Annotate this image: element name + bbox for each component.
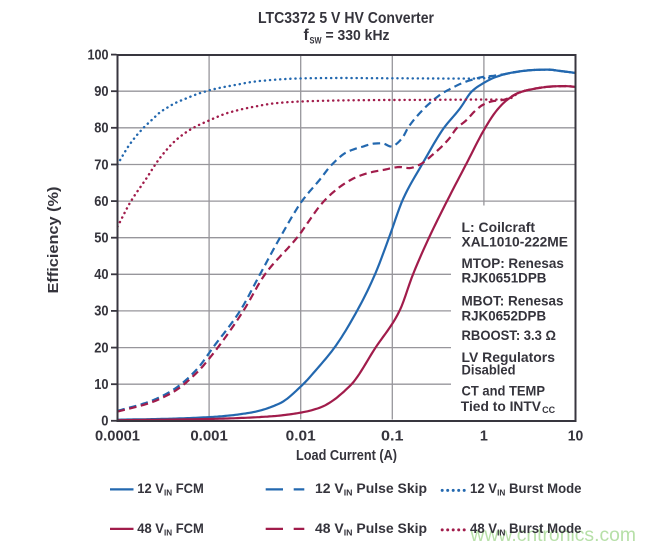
svg-text:20: 20 xyxy=(94,340,108,356)
svg-text:LV Regulators: LV Regulators xyxy=(462,350,556,365)
svg-text:50: 50 xyxy=(94,231,108,247)
svg-text:12 VIN Burst Mode: 12 VIN Burst Mode xyxy=(470,481,582,498)
svg-text:90: 90 xyxy=(94,84,108,100)
svg-text:80: 80 xyxy=(94,121,108,137)
svg-text:0.0001: 0.0001 xyxy=(95,428,140,445)
svg-text:70: 70 xyxy=(94,157,108,173)
svg-text:SW: SW xyxy=(310,36,322,47)
svg-text:LTC3372 5 V HV Converter: LTC3372 5 V HV Converter xyxy=(258,10,434,27)
svg-text:CT and TEMP: CT and TEMP xyxy=(462,383,546,398)
svg-text:= 330 kHz: = 330 kHz xyxy=(326,27,390,44)
svg-text:Efficiency (%): Efficiency (%) xyxy=(46,186,62,293)
svg-text:100: 100 xyxy=(88,47,109,63)
svg-text:60: 60 xyxy=(94,194,108,210)
svg-text:XAL1010-222ME: XAL1010-222ME xyxy=(462,235,569,250)
svg-text:48 VIN Burst Mode: 48 VIN Burst Mode xyxy=(470,521,582,538)
svg-text:30: 30 xyxy=(94,304,108,320)
svg-text:40: 40 xyxy=(94,267,108,283)
svg-text:0.01: 0.01 xyxy=(286,428,316,445)
svg-text:10: 10 xyxy=(94,377,108,393)
svg-text:Disabled: Disabled xyxy=(462,363,516,378)
svg-text:www.cntronics.com: www.cntronics.com xyxy=(469,525,636,546)
svg-text:RBOOST: 3.3 Ω: RBOOST: 3.3 Ω xyxy=(462,328,557,343)
svg-text:48 VIN Pulse Skip: 48 VIN Pulse Skip xyxy=(315,521,427,538)
svg-text:Tied to INTV: Tied to INTV xyxy=(461,399,542,414)
svg-text:L: Coilcraft: L: Coilcraft xyxy=(462,220,536,235)
svg-text:RJK0652DPB: RJK0652DPB xyxy=(462,309,547,324)
svg-text:12 VIN FCM: 12 VIN FCM xyxy=(137,481,204,498)
svg-text:0: 0 xyxy=(101,414,108,430)
svg-text:MTOP: Renesas: MTOP: Renesas xyxy=(462,256,565,271)
svg-text:f: f xyxy=(304,27,310,44)
svg-text:0.001: 0.001 xyxy=(190,428,228,445)
svg-text:MBOT: Renesas: MBOT: Renesas xyxy=(462,294,564,309)
svg-text:1: 1 xyxy=(480,428,488,445)
svg-text:10: 10 xyxy=(568,428,584,445)
svg-text:CC: CC xyxy=(542,405,555,415)
svg-text:48 VIN FCM: 48 VIN FCM xyxy=(137,521,204,538)
svg-text:RJK0651DPB: RJK0651DPB xyxy=(462,271,547,286)
svg-text:0.1: 0.1 xyxy=(381,428,404,445)
svg-text:12 VIN Pulse Skip: 12 VIN Pulse Skip xyxy=(315,481,427,498)
svg-text:Load Current (A): Load Current (A) xyxy=(296,448,397,464)
